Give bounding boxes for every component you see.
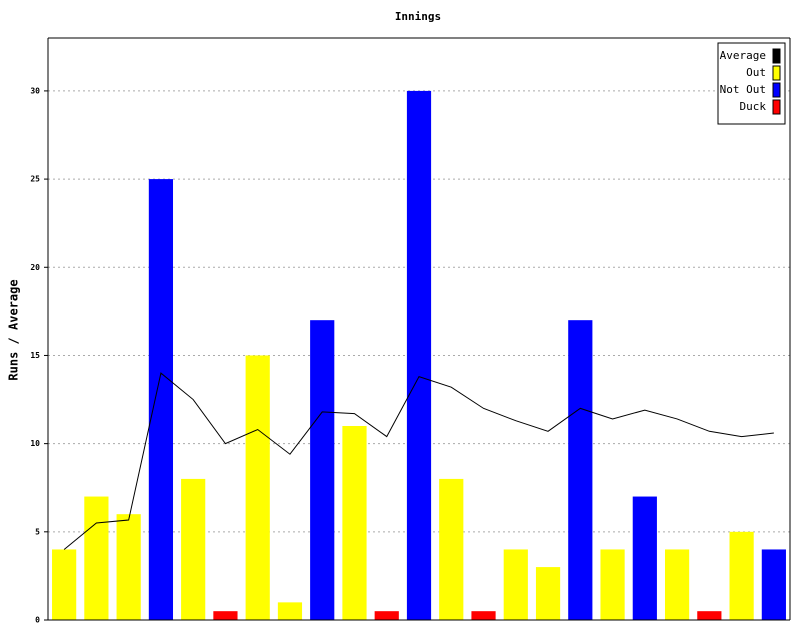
chart-title: Innings — [395, 10, 441, 23]
legend-label: Not Out — [720, 83, 766, 96]
legend-swatch — [772, 82, 781, 98]
bar — [52, 549, 77, 620]
bar — [729, 531, 754, 620]
bar — [116, 514, 141, 620]
bar — [535, 567, 561, 620]
legend-swatch — [772, 48, 781, 64]
bar — [277, 602, 303, 620]
bar — [761, 549, 786, 620]
bar — [471, 611, 496, 620]
bar — [342, 426, 367, 620]
legend-swatch — [772, 99, 781, 115]
y-tick-label: 25 — [30, 175, 40, 184]
legend-swatch — [772, 65, 781, 81]
average-line — [63, 372, 774, 550]
bar — [84, 496, 109, 620]
y-tick-label: 0 — [35, 616, 40, 625]
bar — [664, 549, 690, 620]
bar — [181, 478, 206, 620]
bar — [568, 320, 593, 620]
legend-label: Duck — [740, 100, 767, 113]
bar — [697, 611, 722, 620]
legend-label: Average — [720, 49, 766, 62]
y-tick-label: 15 — [30, 351, 40, 360]
y-tick-label: 20 — [30, 263, 40, 272]
bar — [213, 611, 238, 620]
bar — [148, 179, 174, 620]
bar — [439, 478, 464, 620]
y-axis-label: Runs / Average — [7, 279, 21, 380]
y-tick-label: 30 — [30, 86, 40, 95]
legend-label: Out — [746, 66, 766, 79]
bar — [374, 611, 399, 620]
bar — [245, 355, 270, 620]
y-tick-label: 10 — [30, 439, 40, 448]
y-tick-label: 5 — [35, 527, 40, 536]
bar — [632, 496, 657, 620]
bar — [600, 549, 625, 620]
bar — [310, 320, 335, 620]
bar — [406, 90, 432, 621]
bar — [503, 549, 528, 620]
